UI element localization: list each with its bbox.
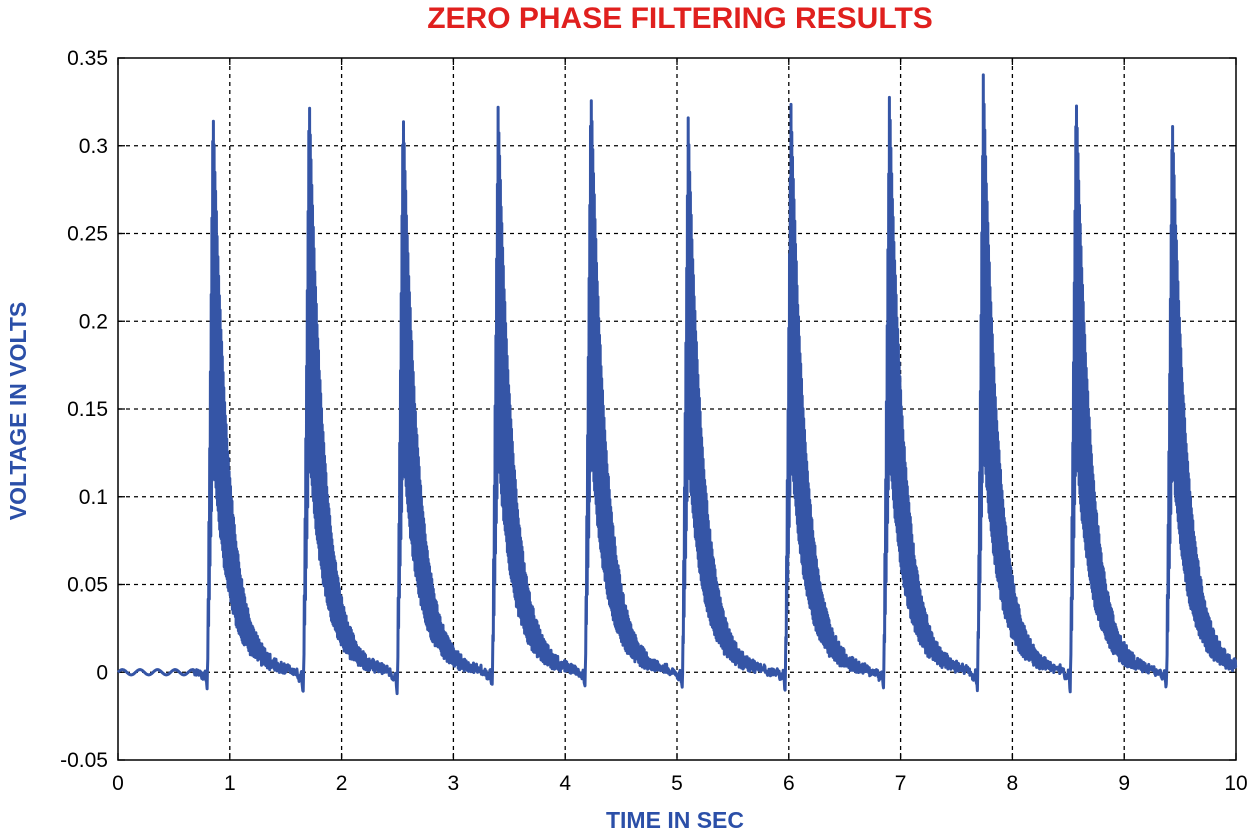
x-tick-label: 4 (559, 772, 571, 795)
x-tick-label: 3 (448, 772, 460, 795)
x-tick-label: 2 (336, 772, 348, 795)
x-tick-label: 5 (671, 772, 683, 795)
grid (118, 58, 1236, 760)
y-tick-label: 0.3 (79, 135, 108, 158)
x-tick-label: 0 (112, 772, 124, 795)
y-tick-label: 0.1 (79, 486, 108, 509)
x-tick-label: 6 (783, 772, 795, 795)
x-tick-label: 10 (1224, 772, 1247, 795)
y-tick-labels: -0.05 0 0.05 0.1 0.15 0.2 0.25 0.3 0.35 (60, 47, 108, 772)
signal-line (116, 73, 1238, 696)
x-axis-label: TIME IN SEC (606, 807, 744, 833)
y-tick-label: -0.05 (60, 749, 108, 772)
y-tick-label: 0.15 (67, 398, 108, 421)
y-tick-label: 0.2 (79, 310, 108, 333)
y-tick-label: 0.25 (67, 223, 108, 246)
tick-marks (117, 57, 1237, 761)
x-tick-labels: 0 1 2 3 4 5 6 7 8 9 10 (112, 772, 1248, 795)
y-tick-label: 0.35 (67, 47, 108, 70)
x-tick-label: 9 (1118, 772, 1130, 795)
y-axis-label: VOLTAGE IN VOLTS (5, 302, 31, 521)
y-tick-label: 0.05 (67, 574, 108, 597)
chart-title: ZERO PHASE FILTERING RESULTS (427, 2, 933, 35)
x-tick-label: 8 (1007, 772, 1019, 795)
x-tick-label: 1 (224, 772, 236, 795)
x-tick-label: 7 (895, 772, 907, 795)
y-tick-label: 0 (96, 661, 108, 684)
